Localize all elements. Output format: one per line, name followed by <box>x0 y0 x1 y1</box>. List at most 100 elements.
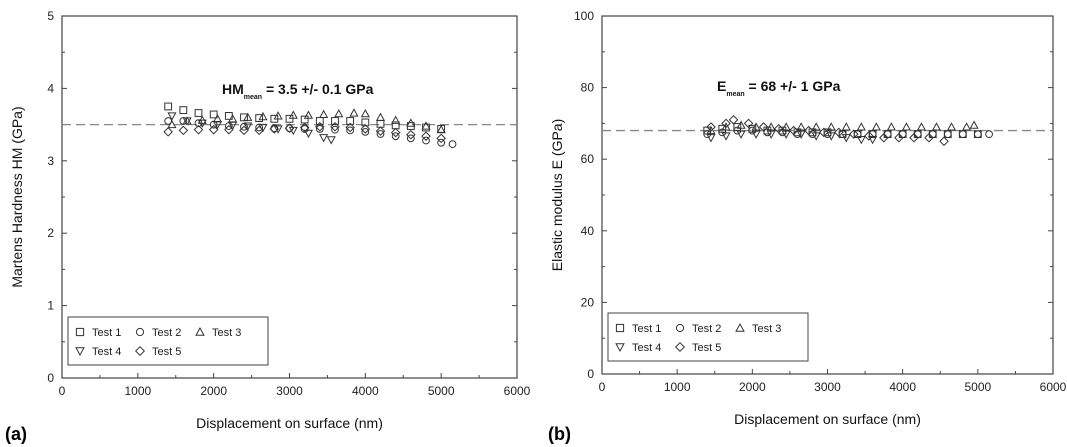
data-point <box>406 129 416 140</box>
x-tick-label: 0 <box>59 384 66 398</box>
data-point <box>961 122 972 131</box>
data-point <box>448 140 457 149</box>
data-point <box>421 121 431 130</box>
series-test-5 <box>163 121 446 144</box>
data-point <box>969 120 979 129</box>
x-tick-label: 6000 <box>1040 380 1067 394</box>
legend-marker <box>615 323 625 333</box>
y-axis-title: Elastic modulus E (GPa) <box>549 119 565 272</box>
data-point <box>406 118 416 127</box>
data-point <box>182 117 192 126</box>
data-point <box>300 115 309 124</box>
data-point <box>864 131 874 141</box>
data-point <box>421 131 431 141</box>
data-point <box>773 123 784 134</box>
data-point <box>391 115 401 124</box>
mean-annotation: HMmean = 3.5 +/- 0.1 GPa <box>222 81 374 101</box>
data-point <box>390 127 401 138</box>
legend-box <box>67 316 269 366</box>
data-point <box>856 135 866 145</box>
legend-marker <box>75 347 85 356</box>
data-point <box>375 112 386 121</box>
data-point <box>360 124 371 134</box>
y-tick-label: 5 <box>47 9 54 23</box>
legend-entry <box>735 323 745 332</box>
x-tick-label: 1000 <box>124 384 151 398</box>
legend-entry <box>134 345 146 357</box>
data-point <box>973 130 982 139</box>
data-point <box>349 108 359 117</box>
data-point <box>901 122 912 131</box>
data-point <box>924 132 934 143</box>
legend-box <box>607 312 809 362</box>
data-point <box>916 122 927 131</box>
data-point <box>748 126 757 135</box>
x-tick-label: 4000 <box>889 380 916 394</box>
data-point <box>721 118 731 129</box>
data-point <box>406 134 415 143</box>
data-point <box>909 132 919 143</box>
data-point <box>871 122 881 131</box>
data-point <box>898 130 907 139</box>
data-point <box>330 121 340 132</box>
data-point <box>273 111 283 120</box>
legend-marker <box>675 323 685 333</box>
data-point <box>883 130 892 139</box>
data-point <box>422 136 430 145</box>
y-tick-label: 40 <box>581 224 595 238</box>
data-point <box>376 119 385 128</box>
data-point <box>360 108 370 118</box>
y-tick-label: 60 <box>581 152 595 166</box>
data-point <box>928 130 937 139</box>
data-point <box>224 124 234 135</box>
data-point <box>811 122 821 131</box>
data-point <box>763 128 772 137</box>
panel-label: (b) <box>548 424 571 444</box>
data-point <box>728 115 739 125</box>
data-point <box>163 127 173 137</box>
data-point <box>751 122 761 131</box>
data-point <box>334 108 344 118</box>
y-tick-label: 0 <box>47 371 54 385</box>
y-tick-label: 3 <box>47 154 54 168</box>
data-point <box>849 129 859 139</box>
data-point <box>826 132 836 141</box>
legend-entry <box>615 323 625 333</box>
y-tick-label: 20 <box>581 295 595 309</box>
data-point <box>943 130 952 139</box>
legend-label: Test 5 <box>692 342 721 354</box>
data-point <box>197 119 207 128</box>
data-point <box>913 130 922 139</box>
data-point <box>838 130 847 139</box>
data-point <box>178 125 189 136</box>
data-point <box>868 130 877 139</box>
legend-label: Test 4 <box>632 342 661 354</box>
data-point <box>212 114 223 123</box>
data-point <box>796 130 806 139</box>
data-point <box>758 122 769 132</box>
data-point <box>300 125 309 133</box>
y-tick-label: 80 <box>581 81 595 95</box>
data-point <box>781 122 791 131</box>
series-test-2 <box>703 126 994 139</box>
legend-entry <box>615 343 625 352</box>
data-point <box>254 125 264 136</box>
data-point <box>376 130 385 138</box>
data-point <box>239 125 249 136</box>
series-test-4 <box>706 130 878 145</box>
data-point <box>346 117 355 125</box>
data-point <box>733 126 742 135</box>
series-test-4 <box>167 112 336 145</box>
legend-marker <box>134 345 146 357</box>
x-tick-label: 1000 <box>664 380 691 394</box>
data-point <box>931 122 942 131</box>
data-point <box>853 130 862 139</box>
data-point <box>718 128 727 137</box>
data-point <box>303 110 314 119</box>
legend-label: Test 2 <box>692 323 721 335</box>
data-point <box>346 126 355 135</box>
legend-entry <box>75 347 85 356</box>
data-point <box>736 130 746 139</box>
data-point <box>736 120 746 129</box>
data-point <box>319 109 329 119</box>
